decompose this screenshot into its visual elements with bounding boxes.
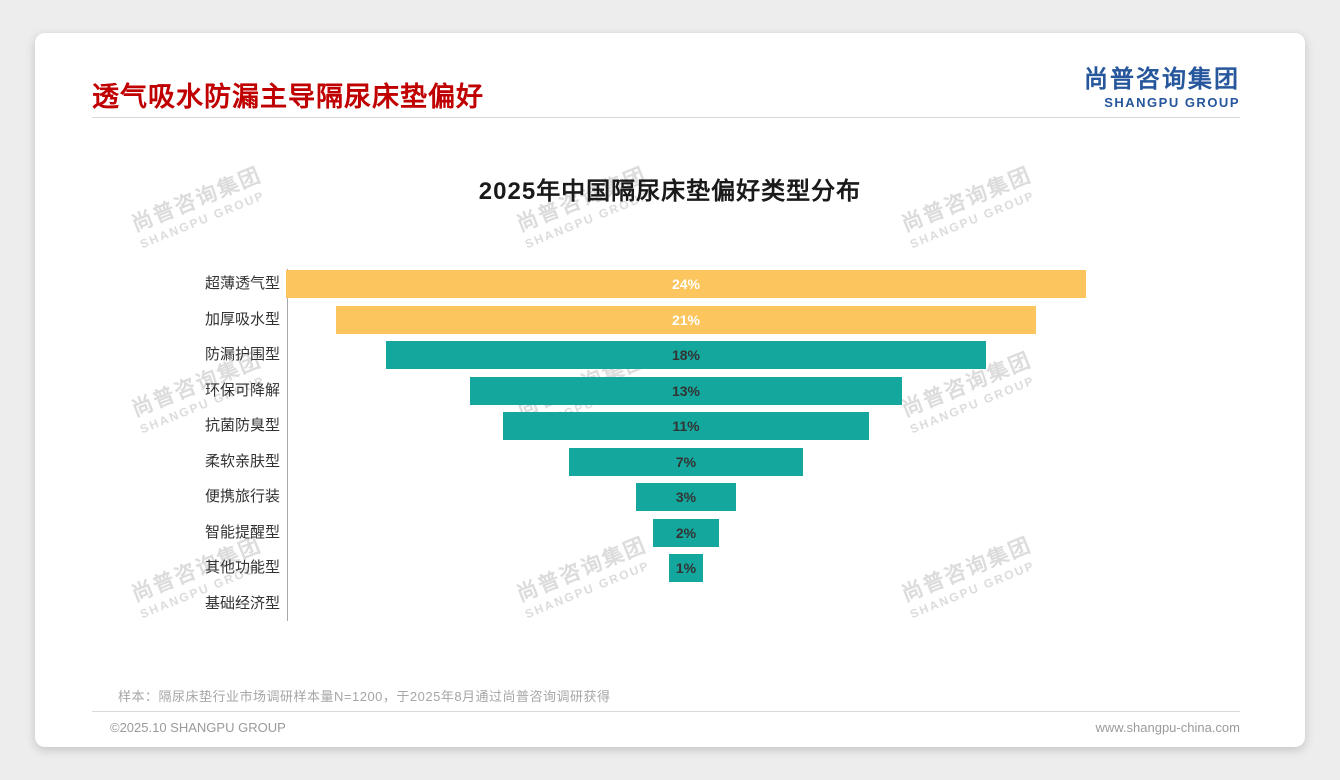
funnel-bar: 7% — [569, 447, 803, 476]
funnel-bar: 13% — [469, 376, 903, 405]
category-label: 超薄透气型 — [204, 275, 280, 292]
funnel-bar: 24% — [286, 270, 1086, 298]
funnel-bar: 3% — [636, 483, 736, 511]
page-title: 透气吸水防漏主导隔尿床垫偏好 — [92, 82, 484, 112]
category-label: 环保可降解 — [204, 381, 280, 399]
logo-chinese-text: 尚普咨询集团 — [1084, 66, 1240, 93]
category-label: 柔软亲肤型 — [204, 452, 280, 470]
funnel-bar: 18% — [386, 341, 986, 369]
footer-copyright: ©2025.10 SHANGPU GROUP — [110, 720, 286, 735]
category-label: 加厚吸水型 — [204, 310, 280, 328]
y-axis-line — [287, 269, 288, 621]
funnel-bar-chart: 超薄透气型 24% 加厚吸水型 21% 防漏护围型 18% 环保可降解 13% 抗菌防臭型 11%… — [35, 33, 1305, 747]
category-label: 便携旅行装 — [204, 488, 280, 505]
content-layer: 透气吸水防漏主导隔尿床垫偏好 尚普咨询集团 SHANGPU GROUP 2025… — [35, 33, 1305, 747]
category-label: 防漏护围型 — [204, 346, 280, 363]
category-label: 抗菌防臭型 — [204, 417, 280, 434]
sample-note: 样本：隔尿床垫行业市场调研样本量N=1200，于2025年8月通过尚普咨询调研获… — [118, 689, 611, 704]
funnel-bar: 11% — [502, 412, 870, 440]
logo-english-text: SHANGPU GROUP — [1104, 95, 1240, 110]
company-logo: 尚普咨询集团 SHANGPU GROUP — [1084, 59, 1240, 110]
footer-website: www.shangpu-china.com — [1095, 720, 1240, 735]
category-label: 基础经济型 — [204, 594, 280, 612]
funnel-bar: 21% — [336, 305, 1036, 334]
chart-title: 2025年中国隔尿床垫偏好类型分布 — [478, 178, 862, 205]
title-divider — [92, 117, 1240, 118]
funnel-bar: 2% — [652, 518, 720, 547]
footer-divider — [92, 711, 1240, 712]
slide-card: 尚普咨询集团 SHANGPU GROUP 尚普咨询集团 SHANGPU GROUP 尚普… — [35, 33, 1305, 747]
category-label: 其他功能型 — [204, 559, 280, 576]
funnel-bar: 1% — [669, 554, 703, 582]
category-label: 智能提醒型 — [204, 523, 280, 541]
